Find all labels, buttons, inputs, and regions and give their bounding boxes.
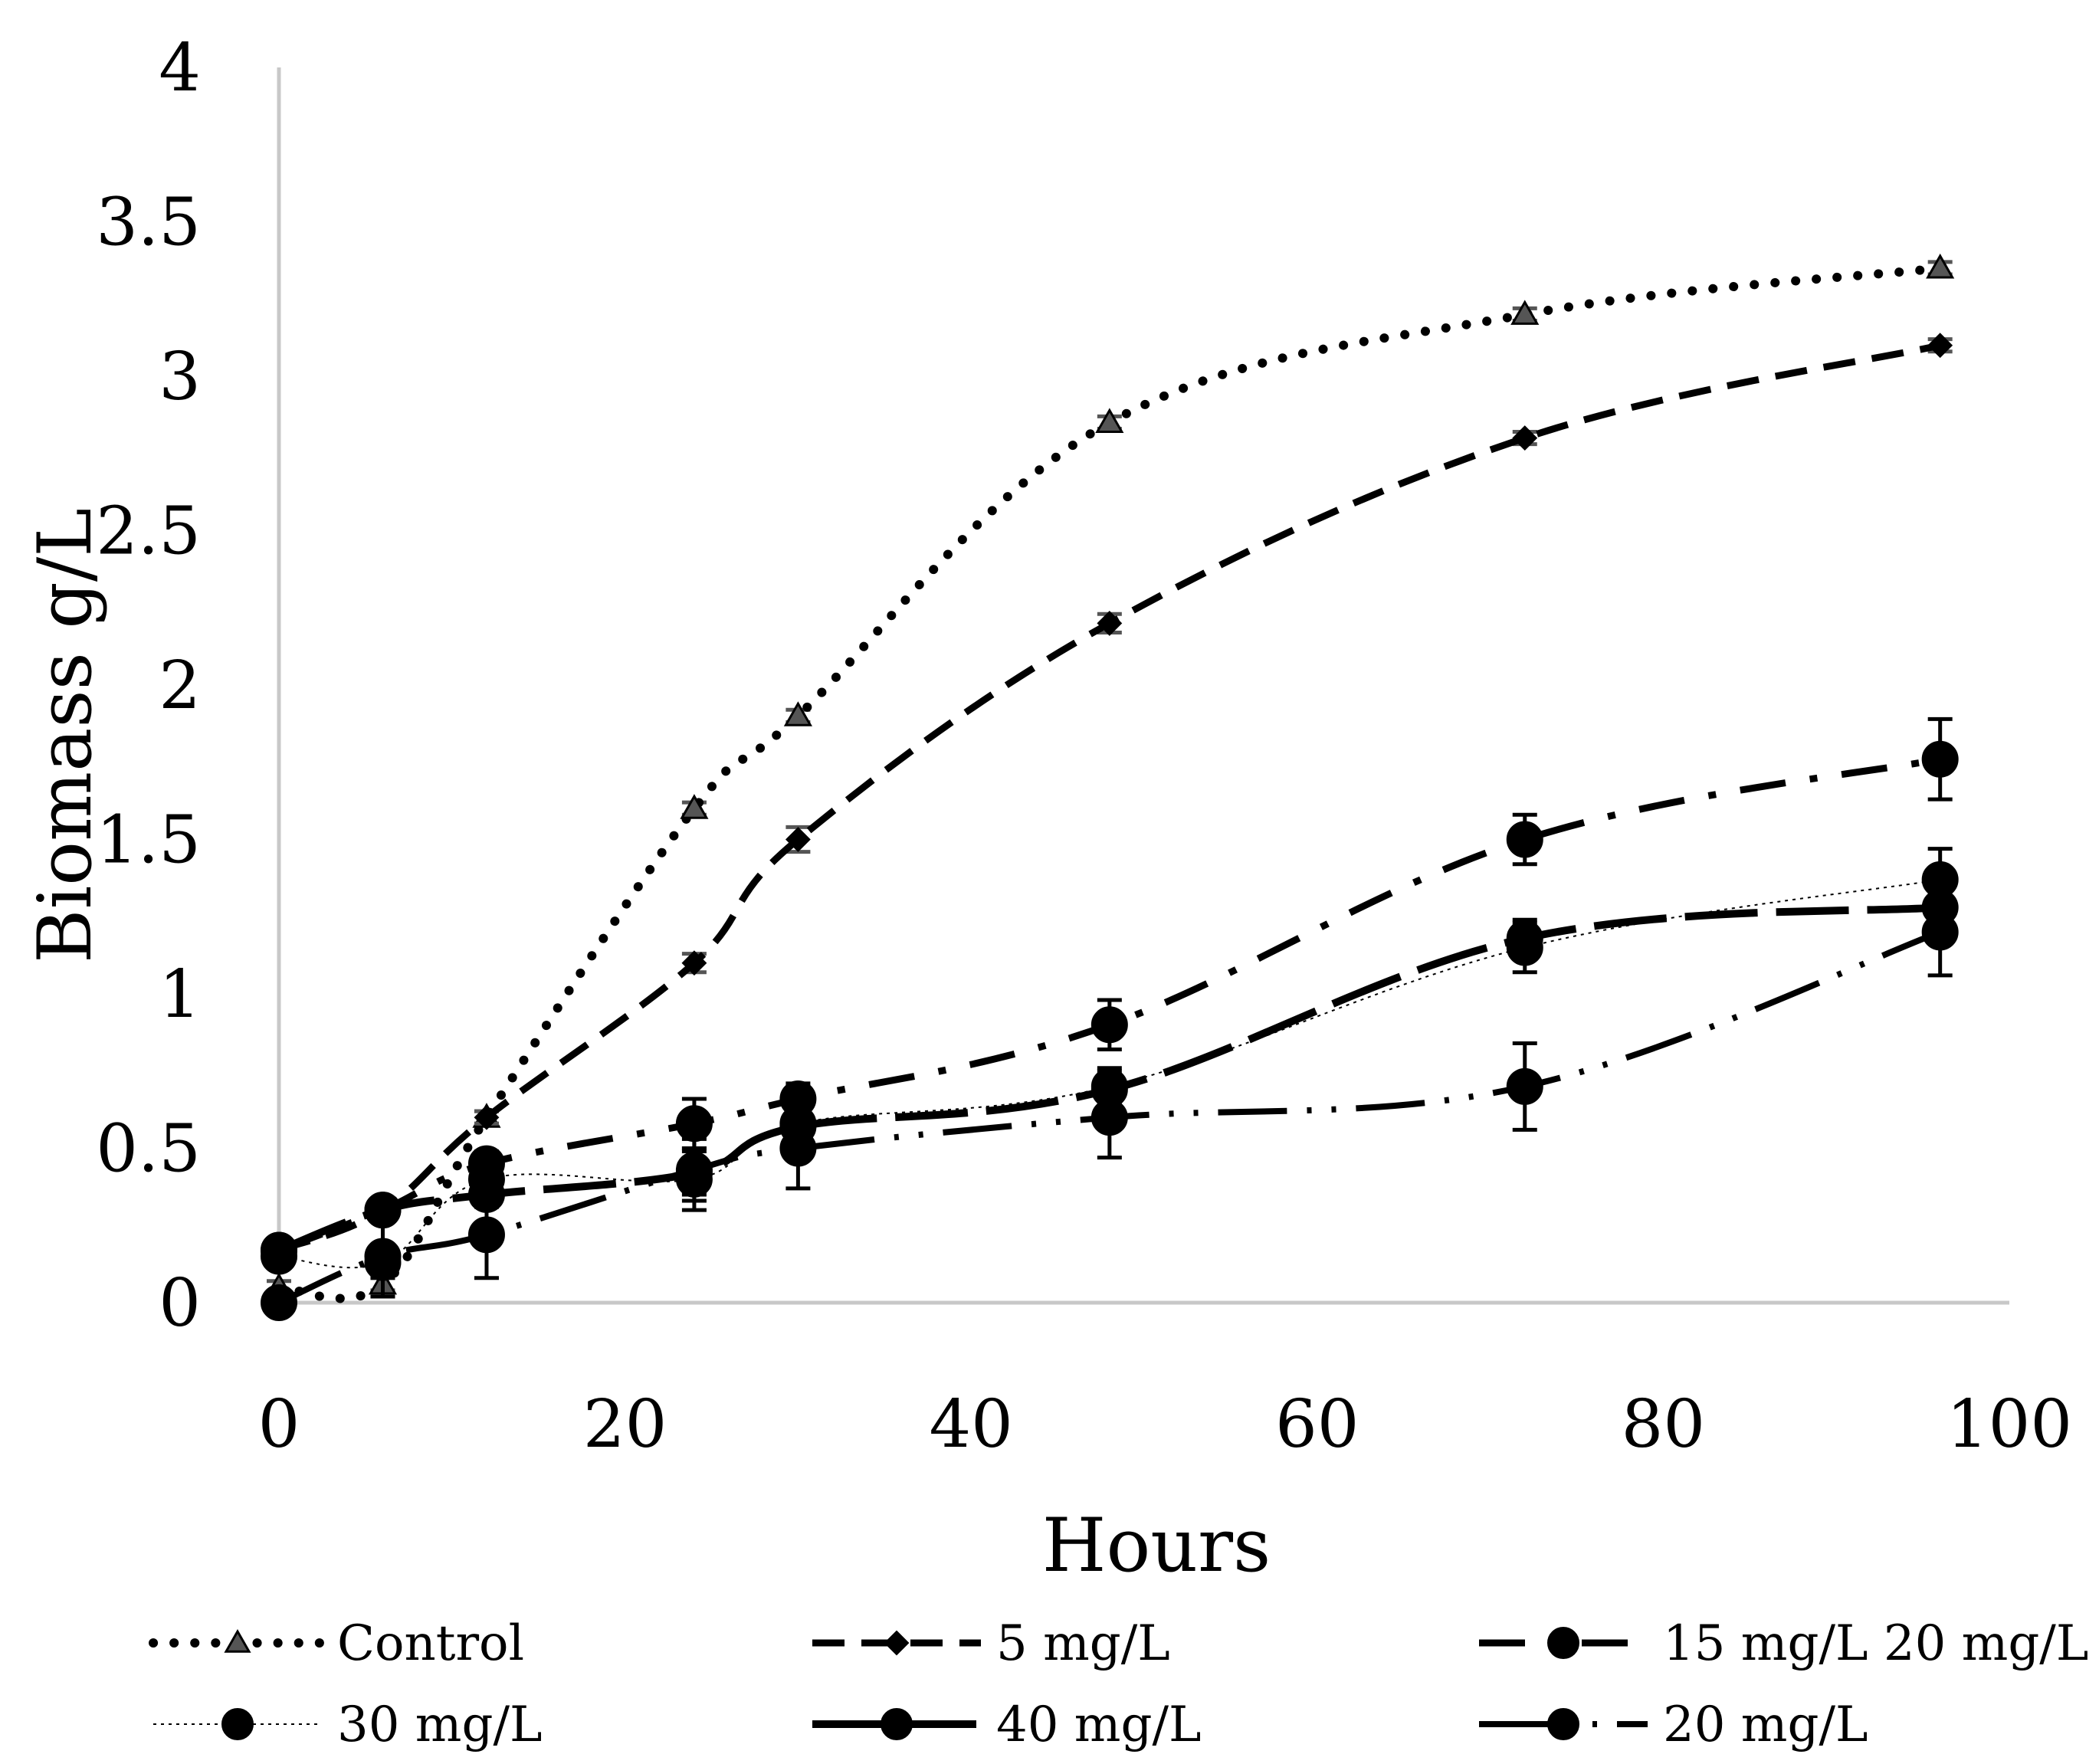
data-point: [467, 1216, 505, 1254]
legend-label: 15 mg/L 20 mg/L: [1663, 1615, 2088, 1672]
legend-label: 20 mg/L: [1663, 1697, 1868, 1753]
legend-item: 5 mg/L: [812, 1615, 1170, 1672]
y-tick-label: 3.5: [96, 185, 201, 261]
series-line: [277, 929, 1942, 1306]
y-tick-label: 1: [159, 956, 201, 1033]
data-point: [1921, 913, 1959, 951]
x-tick-label: 40: [929, 1386, 1012, 1463]
data-point: [783, 701, 812, 726]
data-point: [680, 794, 709, 819]
data-point: [785, 827, 811, 852]
data-point: [1506, 821, 1543, 858]
legend-label: Control: [337, 1615, 524, 1672]
data-point: [261, 1284, 297, 1321]
data-point: [221, 1708, 254, 1740]
x-axis-title: Hours: [1042, 1503, 1271, 1589]
legend-item: 40 mg/L: [812, 1697, 1202, 1753]
series-line: [277, 903, 1941, 1254]
data-point: [675, 1105, 713, 1143]
x-tick-label: 0: [258, 1386, 300, 1463]
data-point: [884, 1630, 910, 1656]
y-tick-label: 3: [159, 339, 201, 415]
x-tick-label: 100: [1946, 1386, 2072, 1463]
data-point: [1095, 408, 1124, 433]
legend-item: 30 mg/L: [153, 1697, 543, 1753]
data-point: [1506, 920, 1543, 957]
legend-label: 5 mg/L: [996, 1615, 1170, 1672]
y-tick-label: 0: [159, 1265, 201, 1342]
legend-label: 30 mg/L: [337, 1697, 543, 1753]
data-point: [364, 1238, 402, 1275]
y-axis-title: Biomass g/L: [22, 508, 108, 963]
data-point: [681, 950, 707, 976]
series-layer: [261, 253, 1959, 1321]
data-point: [261, 1231, 297, 1269]
data-point: [1090, 1099, 1128, 1136]
x-tick-label: 60: [1275, 1386, 1359, 1463]
axes: [277, 67, 2009, 1305]
y-tick-label: 1.5: [96, 802, 201, 879]
data-point: [1926, 253, 1955, 279]
x-tick-label: 80: [1622, 1386, 1705, 1463]
series-line: [277, 342, 1941, 1254]
legend-item: 20 mg/L: [1479, 1697, 1868, 1753]
data-point: [1090, 1006, 1128, 1044]
legend: Control 5 mg/L 15 mg/L 20 mg/L 30 mg/L 40 mg…: [149, 1615, 2088, 1753]
legend-item: Control: [149, 1615, 524, 1672]
data-point: [1921, 740, 1959, 778]
data-point: [675, 1151, 713, 1189]
data-point: [1506, 1067, 1543, 1105]
y-tick-label: 2: [159, 648, 201, 724]
data-point: [1510, 300, 1540, 325]
y-tick-label: 2.5: [96, 493, 201, 570]
tick-labels: 00.511.522.533.540 20 40 60 80 100: [96, 30, 2072, 1463]
data-point: [1097, 610, 1123, 636]
x-tick-label: 20: [583, 1386, 667, 1463]
y-tick-label: 4: [159, 30, 201, 107]
y-tick-label: 0.5: [96, 1111, 201, 1188]
data-point: [224, 1628, 251, 1653]
data-point: [1547, 1627, 1579, 1659]
data-point: [1547, 1708, 1579, 1740]
data-point: [474, 1104, 500, 1130]
series-6: [261, 887, 1959, 1321]
legend-label: 40 mg/L: [996, 1697, 1202, 1753]
legend-item: 15 mg/L 20 mg/L: [1479, 1615, 2088, 1672]
data-point: [881, 1708, 913, 1740]
data-point: [779, 1130, 817, 1167]
data-point: [1927, 333, 1953, 359]
series-line: [277, 756, 1941, 1254]
data-point: [1512, 425, 1538, 451]
